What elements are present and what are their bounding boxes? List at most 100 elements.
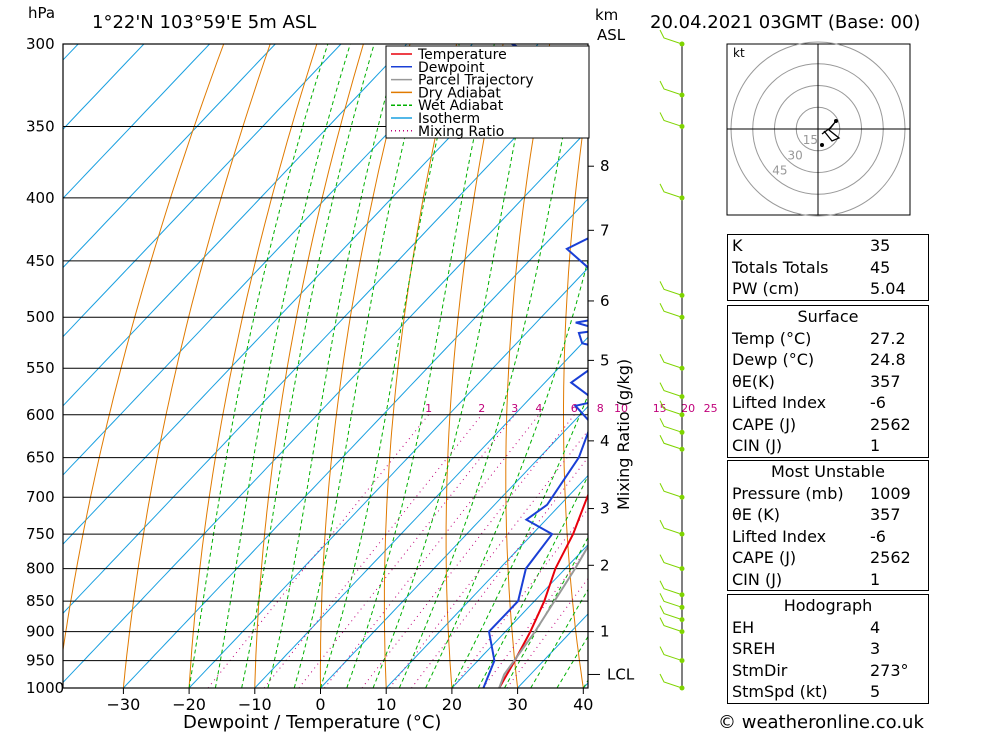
surface-index-value: 357 [870,371,901,391]
wind-barb [659,29,683,45]
x-tick-label: 20 [442,695,462,714]
isotherm-line [63,44,276,269]
hodograph-unit-label: kt [733,46,745,60]
mixing-ratio-label: 25 [704,402,718,415]
wet-adiabat-line [425,258,588,688]
isotherm-line [63,44,539,545]
mixing-ratio-label: 3 [511,402,518,415]
surface-index-label: Dewp (°C) [732,350,815,369]
mu-index-label: Lifted Index [732,526,827,546]
hodo-index-value: 273° [870,660,909,680]
wet-adiabat-line [293,44,429,688]
mixing-ratio-line [324,414,540,688]
wet-adiabat-line [241,44,375,688]
index-row: Totals Totals 45 [728,257,928,279]
x-tick-label: 30 [507,695,527,714]
wind-barb [659,482,683,498]
dry-adiabat-line [563,92,588,688]
mu-index-value: 1 [870,569,881,589]
asl-label: ASL [597,26,626,44]
isotherm-line [63,44,408,407]
wind-barb [659,673,683,689]
surface-index-label: CIN (J) [732,436,783,455]
surface-index-row: Dewp (°C) 24.8 [728,349,928,371]
surface-index-row: CAPE (J) 2562 [728,414,928,436]
pressure-tick-label: 900 [26,623,55,641]
wind-barb [659,646,683,662]
wind-barb [659,382,683,398]
wind-barb [659,593,683,608]
hodograph-trace [821,120,841,142]
surface-index-value: 1 [870,436,881,455]
wet-adiabat-line [320,44,460,688]
pressure-tick-label: 800 [26,560,55,578]
wind-barb [659,183,683,199]
copyright-text: © weatheronline.co.uk [718,712,924,733]
index-label: K [732,236,743,255]
mu-index-label: CAPE (J) [732,548,797,567]
isotherm-line [63,44,473,476]
wind-barb [659,580,683,596]
hodo-index-label: StmSpd (kt) [732,682,828,701]
surface-index-value: -6 [870,393,886,412]
mixing-ratio-line [298,414,516,688]
wind-barb [659,617,683,633]
hodo-index-row: StmSpd (kt) 5 [728,681,928,703]
wet-adiabat-line [398,44,582,688]
pressure-tick-label: 450 [26,252,55,270]
dry-adiabat-line [922,44,1000,688]
hodo-index-row: EH 4 [728,617,928,639]
wet-adiabat-line [372,44,535,688]
dry-adiabat-line [63,44,225,654]
surface-index-row: Lifted Index -6 [728,392,928,414]
index-label: Totals Totals [732,257,829,277]
wind-barb [659,303,683,318]
km-tick-label: 4 [600,432,610,450]
wind-barb [659,281,683,296]
lcl-label: LCL [607,665,635,683]
mu-index-label: Pressure (mb) [732,483,844,503]
wind-barb [659,418,683,433]
pressure-tick-label: 600 [26,406,55,424]
mixing-ratio-line [506,577,588,688]
pressure-tick-label: 950 [26,652,55,670]
location-title: 1°22'N 103°59'E 5m ASL [92,12,316,33]
isotherm-line [63,44,342,338]
x-axis-label: Dewpoint / Temperature (°C) [183,712,441,733]
surface-title: Surface [797,307,859,326]
surface-index-label: θE(K) [732,371,775,391]
km-tick-label: 1 [600,623,610,641]
wet-adiabat-line [214,44,351,688]
hodo-index-row: StmDir 273° [728,660,928,682]
km-tick-label: 6 [600,292,610,310]
pressure-tick-label: 550 [26,359,55,377]
km-tick-label: 8 [600,157,610,175]
indices-table-hodograph: Hodograph EH 4 SREH 3 StmDir 273° StmSpd (kt) 5 [727,594,929,704]
legend-label: Parcel Trajectory [418,73,534,89]
legend-box [385,45,590,139]
wind-barb [659,80,683,96]
legend-label: Temperature [417,47,507,63]
x-tick-label: 0 [315,695,325,714]
x-tick-label: −20 [172,695,206,714]
x-tick-label: 40 [573,695,593,714]
mixing-ratio-label: 8 [597,402,604,415]
legend-label: Dry Adiabat [418,85,501,101]
series-parcel-trajectory-line [498,544,588,688]
legend-label: Isotherm [418,111,480,127]
mu-index-row: θE (K) 357 [728,504,928,526]
wind-level-dot [679,123,685,129]
legend-label: Wet Adiabat [418,98,504,114]
most-unstable-title: Most Unstable [771,462,885,481]
index-value: 5.04 [870,279,906,298]
pressure-tick-label: 700 [26,488,55,506]
isotherm-line [63,59,588,615]
hodo-index-row: SREH 3 [728,638,928,660]
index-row: PW (cm) 5.04 [728,278,928,300]
km-tick-label: 3 [600,500,610,518]
wind-barb [659,112,683,127]
hodo-index-value: 4 [870,617,881,637]
pressure-tick-label: 350 [26,117,55,135]
index-value: 35 [870,236,891,255]
